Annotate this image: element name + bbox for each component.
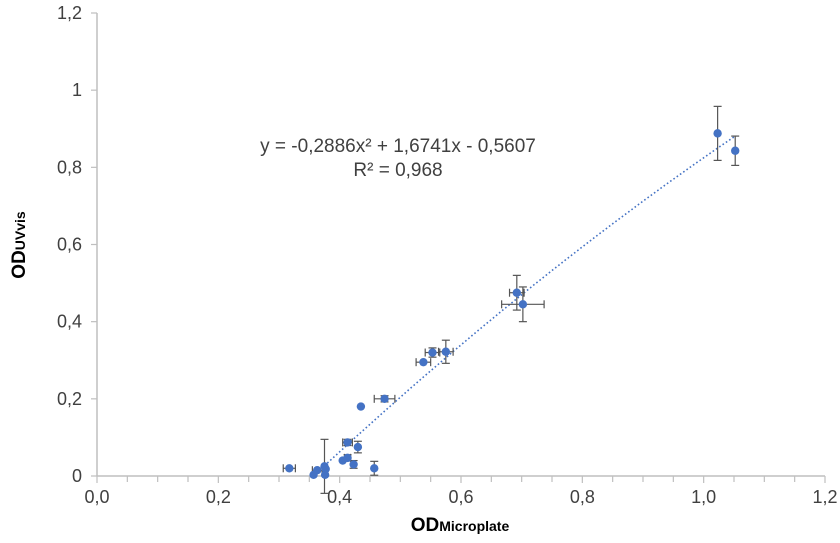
data-point — [349, 460, 358, 469]
data-point — [713, 129, 722, 138]
y-tick-label: 0,4 — [57, 312, 82, 332]
x-tick-label: 0,6 — [448, 487, 473, 507]
data-point — [419, 357, 428, 367]
data-point — [353, 442, 363, 452]
x-tick-label: 1,2 — [812, 487, 837, 507]
data-point — [512, 288, 522, 297]
data-point — [370, 464, 379, 473]
y-tick-label: 1,2 — [57, 3, 82, 23]
data-point — [441, 347, 451, 356]
y-tick-label: 0 — [72, 466, 82, 486]
data-point — [731, 146, 740, 155]
trendline-equation: y = -0,2886x² + 1,6741x - 0,5607 — [260, 136, 536, 157]
y-axis-title: ODUVvis — [9, 211, 30, 279]
data-point — [380, 394, 389, 404]
r-squared-label: R² = 0,968 — [353, 160, 442, 181]
x-tick-label: 0,0 — [84, 487, 109, 507]
x-tick-label: 0,4 — [327, 487, 352, 507]
data-point — [285, 464, 294, 473]
data-point — [518, 300, 528, 309]
y-tick-label: 1 — [72, 80, 82, 100]
trendline — [320, 136, 735, 470]
y-tick-label: 0,8 — [57, 157, 82, 177]
data-point — [343, 453, 352, 463]
y-tick-label: 0,2 — [57, 389, 82, 409]
data-point — [428, 348, 437, 357]
data-point — [356, 402, 366, 411]
x-tick-label: 0,8 — [570, 487, 595, 507]
x-tick-label: 1,0 — [691, 487, 716, 507]
data-point — [313, 466, 322, 475]
x-tick-label: 0,2 — [206, 487, 231, 507]
y-tick-label: 0,6 — [57, 235, 82, 255]
data-point — [343, 438, 352, 447]
data-point — [320, 470, 330, 480]
x-axis-title: ODMicroplate — [411, 515, 510, 536]
